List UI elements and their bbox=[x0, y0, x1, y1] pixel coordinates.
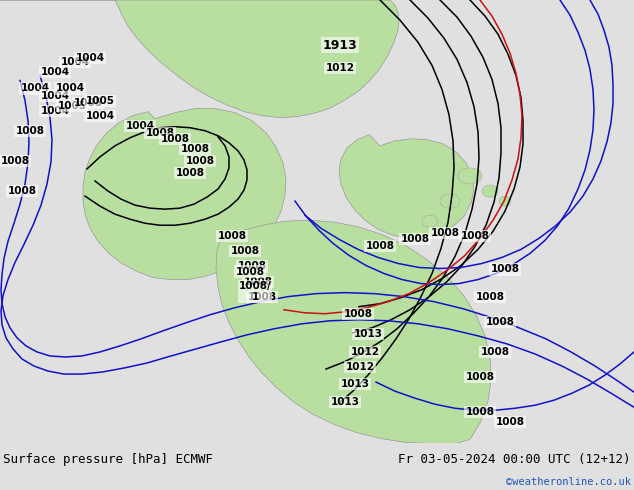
Text: 1008: 1008 bbox=[476, 292, 505, 302]
Text: 1013: 1013 bbox=[340, 379, 370, 389]
Text: 1004: 1004 bbox=[75, 53, 105, 63]
Ellipse shape bbox=[440, 194, 460, 208]
Text: 1008: 1008 bbox=[231, 246, 259, 256]
Ellipse shape bbox=[458, 168, 482, 184]
Polygon shape bbox=[216, 220, 491, 443]
Ellipse shape bbox=[482, 185, 498, 197]
Text: 1008: 1008 bbox=[145, 128, 174, 138]
Text: 1004: 1004 bbox=[126, 121, 155, 131]
Text: 1008: 1008 bbox=[486, 317, 515, 327]
Text: 1004: 1004 bbox=[20, 83, 49, 94]
Text: 1012: 1012 bbox=[346, 362, 375, 372]
Text: 1008: 1008 bbox=[401, 234, 429, 245]
Text: 1004: 1004 bbox=[41, 106, 70, 116]
Text: 1008: 1008 bbox=[481, 347, 510, 357]
Text: 1004: 1004 bbox=[55, 83, 84, 94]
Text: Fr 03-05-2024 00:00 UTC (12+12): Fr 03-05-2024 00:00 UTC (12+12) bbox=[398, 453, 631, 466]
Text: 1004: 1004 bbox=[41, 68, 70, 77]
Text: 1004: 1004 bbox=[86, 111, 115, 121]
Text: 1008: 1008 bbox=[460, 231, 489, 241]
Text: 1013: 1013 bbox=[330, 397, 359, 407]
Text: 1008: 1008 bbox=[465, 407, 495, 417]
Text: 1008: 1008 bbox=[1, 156, 30, 166]
Polygon shape bbox=[0, 0, 399, 118]
Ellipse shape bbox=[499, 196, 511, 206]
Text: 1008: 1008 bbox=[238, 262, 266, 271]
Polygon shape bbox=[339, 135, 474, 238]
Text: 1008: 1008 bbox=[430, 228, 460, 238]
Text: 1008: 1008 bbox=[160, 134, 190, 144]
Text: 1008: 1008 bbox=[8, 186, 37, 196]
Text: 1008: 1008 bbox=[217, 231, 247, 241]
Text: 1005: 1005 bbox=[74, 98, 103, 108]
Text: 1008: 1008 bbox=[365, 242, 394, 251]
Text: 1008: 1008 bbox=[465, 372, 495, 382]
Text: 1008: 1008 bbox=[491, 265, 519, 274]
Text: 1004: 1004 bbox=[41, 91, 70, 100]
Text: 1008: 1008 bbox=[344, 309, 373, 318]
Text: 1008: 1008 bbox=[15, 126, 44, 136]
Text: 1008: 1008 bbox=[235, 267, 264, 276]
Text: 1012: 1012 bbox=[325, 63, 354, 74]
Text: 1008/
1: 1008/ 1 bbox=[238, 281, 271, 302]
Text: 1008: 1008 bbox=[496, 417, 524, 427]
Text: 1913: 1913 bbox=[323, 39, 358, 52]
Ellipse shape bbox=[422, 215, 438, 227]
Text: 1008: 1008 bbox=[247, 292, 276, 302]
Text: 1008: 1008 bbox=[243, 276, 273, 287]
Text: 1008: 1008 bbox=[176, 168, 205, 178]
Text: 1012: 1012 bbox=[351, 347, 380, 357]
Text: ©weatheronline.co.uk: ©weatheronline.co.uk bbox=[506, 477, 631, 487]
Text: 1008: 1008 bbox=[186, 156, 214, 166]
Text: 1005: 1005 bbox=[86, 96, 115, 105]
Text: 1008: 1008 bbox=[181, 144, 209, 154]
Text: 1013: 1013 bbox=[354, 329, 382, 339]
Polygon shape bbox=[83, 109, 286, 279]
Text: 1005: 1005 bbox=[58, 100, 86, 111]
Text: 1004: 1004 bbox=[60, 57, 89, 67]
Text: Surface pressure [hPa] ECMWF: Surface pressure [hPa] ECMWF bbox=[3, 453, 213, 466]
